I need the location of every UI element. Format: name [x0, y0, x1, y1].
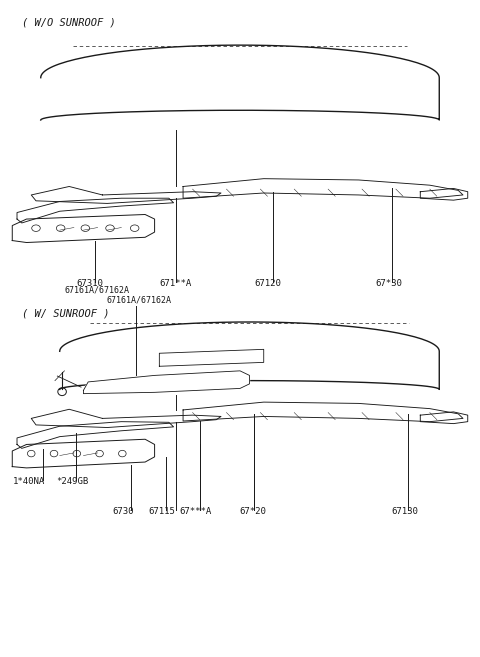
- Text: 67*30: 67*30: [375, 279, 402, 288]
- Text: 67161A/67162A: 67161A/67162A: [106, 296, 171, 304]
- Text: 67*20: 67*20: [239, 507, 266, 516]
- Polygon shape: [31, 409, 221, 428]
- Text: 67120: 67120: [254, 279, 281, 288]
- Polygon shape: [420, 412, 468, 424]
- Text: ( W/ SUNROOF ): ( W/ SUNROOF ): [22, 309, 109, 319]
- Text: 67***A: 67***A: [179, 507, 212, 516]
- Text: 6730: 6730: [113, 507, 134, 516]
- Polygon shape: [12, 440, 155, 468]
- Text: *249GB: *249GB: [56, 477, 88, 486]
- Polygon shape: [17, 422, 174, 448]
- Polygon shape: [84, 371, 250, 394]
- Polygon shape: [420, 189, 468, 200]
- Text: ( W/O SUNROOF ): ( W/O SUNROOF ): [22, 18, 116, 28]
- Text: 67161A/67162A: 67161A/67162A: [64, 286, 130, 295]
- Text: 671**A: 671**A: [159, 279, 192, 288]
- Polygon shape: [17, 198, 174, 223]
- Polygon shape: [31, 187, 221, 204]
- Text: 67310: 67310: [76, 279, 103, 288]
- Polygon shape: [12, 214, 155, 242]
- Text: 67130: 67130: [392, 507, 419, 516]
- Text: 1*40NA: 1*40NA: [13, 477, 46, 486]
- Polygon shape: [183, 402, 463, 422]
- Polygon shape: [183, 179, 463, 198]
- Text: 67115: 67115: [148, 507, 175, 516]
